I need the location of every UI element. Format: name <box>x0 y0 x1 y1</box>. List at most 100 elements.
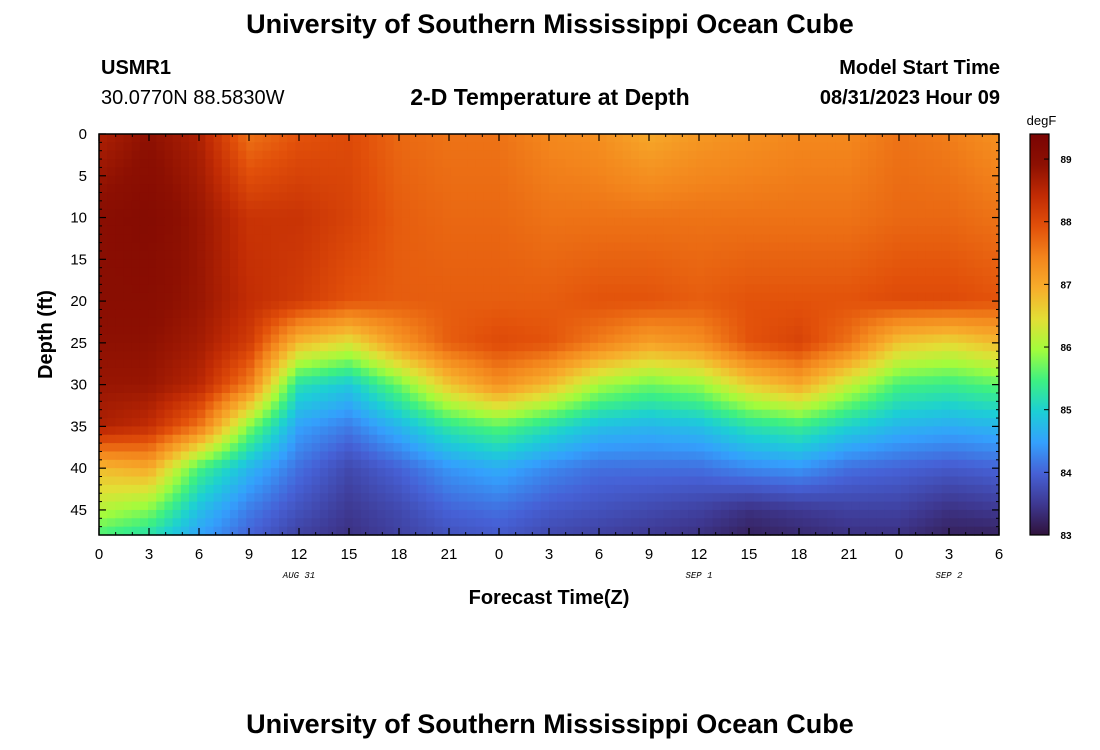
heatmap-cell <box>499 376 509 386</box>
heatmap-cell <box>720 326 730 336</box>
heatmap-cell <box>900 367 910 377</box>
heatmap-cell <box>843 468 853 478</box>
heatmap-cell <box>524 501 534 511</box>
heatmap-cell <box>827 418 836 427</box>
heatmap-cell <box>729 150 738 160</box>
heatmap-cell <box>295 309 305 319</box>
heatmap-cell <box>835 284 845 294</box>
heatmap-cell <box>573 326 583 336</box>
heatmap-cell <box>303 509 313 519</box>
heatmap-cell <box>344 351 354 361</box>
heatmap-cell <box>925 150 935 160</box>
heatmap-cell <box>933 259 943 269</box>
heatmap-cell <box>802 167 812 177</box>
heatmap-cell <box>385 142 395 152</box>
heatmap-cell <box>401 334 411 344</box>
heatmap-cell <box>786 317 796 327</box>
heatmap-cell <box>688 501 697 511</box>
heatmap-cell <box>311 509 321 519</box>
heatmap-cell <box>630 401 640 411</box>
heatmap-cell <box>573 175 583 185</box>
heatmap-cell <box>622 426 632 436</box>
heatmap-cell <box>148 284 157 294</box>
heatmap-cell <box>213 242 223 252</box>
heatmap-cell <box>851 267 861 277</box>
heatmap-cell <box>115 200 125 210</box>
heatmap-cell <box>917 159 926 169</box>
heatmap-cell <box>287 501 296 511</box>
heatmap-cell <box>189 409 198 419</box>
heatmap-cell <box>802 184 812 194</box>
heatmap-cell <box>827 200 836 210</box>
heatmap-cell <box>418 351 427 361</box>
heatmap-cell <box>892 443 902 453</box>
heatmap-cell <box>401 401 411 411</box>
heatmap-cell <box>303 292 313 302</box>
heatmap-cell <box>270 234 280 244</box>
heatmap-cell <box>131 409 141 419</box>
heatmap-cell <box>180 342 190 352</box>
heatmap-cell <box>238 225 247 235</box>
heatmap-cell <box>647 401 656 411</box>
heatmap-cell <box>819 159 828 169</box>
heatmap-cell <box>483 392 493 402</box>
heatmap-cell <box>164 134 174 143</box>
heatmap-cell <box>483 384 493 394</box>
heatmap-cell <box>761 267 771 277</box>
heatmap-cell <box>409 134 419 143</box>
heatmap-cell <box>630 468 640 478</box>
heatmap-cell <box>336 209 346 219</box>
heatmap-cell <box>753 342 763 352</box>
heatmap-cell <box>671 259 681 269</box>
heatmap-cell <box>115 192 125 202</box>
heatmap-cell <box>565 443 575 453</box>
heatmap-cell <box>352 284 362 294</box>
heatmap-cell <box>647 234 656 244</box>
heatmap-cell <box>508 225 517 235</box>
heatmap-cell <box>737 209 746 219</box>
heatmap-cell <box>459 401 468 411</box>
heatmap-cell <box>254 476 264 486</box>
heatmap-cell <box>819 192 828 202</box>
heatmap-cell <box>164 392 174 402</box>
heatmap-cell <box>303 225 313 235</box>
heatmap-cell <box>835 192 845 202</box>
heatmap-cell <box>377 200 386 210</box>
heatmap-cell <box>426 200 436 210</box>
heatmap-cell <box>688 167 697 177</box>
heatmap-cell <box>786 267 796 277</box>
heatmap-cell <box>679 209 689 219</box>
heatmap-cell <box>974 459 984 469</box>
heatmap-cell <box>769 159 779 169</box>
heatmap-cell <box>810 401 820 411</box>
heatmap-cell <box>360 342 370 352</box>
heatmap-cell <box>982 351 992 361</box>
heatmap-cell <box>213 209 223 219</box>
heatmap-cell <box>123 159 133 169</box>
heatmap-cell <box>524 175 534 185</box>
heatmap-cell <box>565 250 575 260</box>
heatmap-cell <box>974 209 984 219</box>
heatmap-cell <box>876 426 886 436</box>
heatmap-cell <box>712 159 722 169</box>
heatmap-cell <box>303 426 313 436</box>
heatmap-cell <box>172 509 182 519</box>
heatmap-cell <box>868 284 877 294</box>
heatmap-cell <box>516 184 526 194</box>
heatmap-cell <box>679 184 689 194</box>
heatmap-cell <box>475 309 485 319</box>
heatmap-cell <box>540 167 550 177</box>
heatmap-cell <box>949 309 959 319</box>
heatmap-cell <box>434 184 444 194</box>
heatmap-cell <box>213 317 223 327</box>
heatmap-cell <box>303 242 313 252</box>
heatmap-cell <box>589 476 599 486</box>
heatmap-cell <box>369 434 378 444</box>
heatmap-cell <box>401 134 411 143</box>
heatmap-cell <box>524 225 534 235</box>
heatmap-cell <box>737 434 746 444</box>
heatmap-cell <box>827 351 836 361</box>
heatmap-cell <box>295 301 305 311</box>
heatmap-cell <box>229 342 239 352</box>
heatmap-cell <box>941 434 951 444</box>
